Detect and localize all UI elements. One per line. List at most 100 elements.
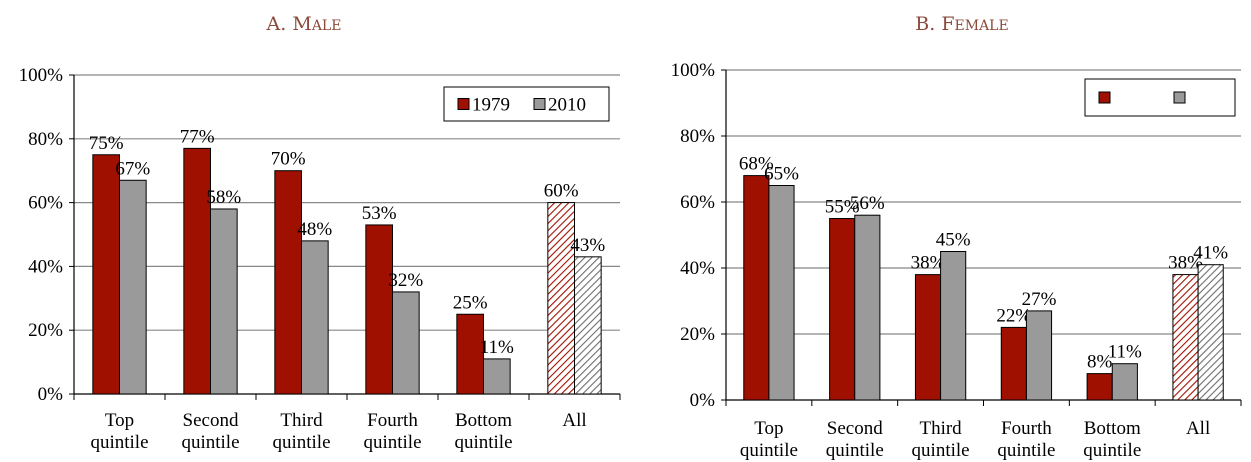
bar-1979 [547,202,575,395]
panel-female: B. FEMALE0%20%40%60%80%100%68%65%Topquin… [671,13,1242,461]
category-label: Third [919,418,962,439]
data-label: 27% [1022,289,1057,310]
category-label: Bottom [1084,418,1141,439]
bar-2010 [119,179,147,395]
data-label: 56% [850,193,885,214]
y-tick-label: 60% [680,192,715,213]
bar-1979 [1086,373,1113,401]
y-tick-label: 80% [28,129,63,150]
bar-2010 [392,291,420,395]
category-label: Top [105,410,134,431]
category-label: All [1186,418,1210,439]
bar-1979 [1000,326,1027,401]
bar-2010 [483,358,511,395]
legend-box [443,86,610,122]
data-label: 38% [1168,253,1203,274]
category-label: Third [280,410,323,431]
legend: 1979 2010 [443,86,610,122]
category-label: Fourth [367,410,418,431]
bar-2010 [1197,264,1224,401]
panel-title: B. FEMALE [915,13,1008,35]
category-label: Fourth [1001,418,1052,439]
data-label: 77% [180,126,215,147]
data-label: 11% [1108,342,1142,363]
data-label: 8% [1087,352,1113,373]
panel-title-rest: ALE [311,18,342,34]
category-label: quintile [90,432,148,453]
panel-male: A. MALE0%20%40%60%80%100%75%67%Topquinti… [19,13,621,453]
legend-label: 2010 [548,95,586,116]
bar-2010 [854,214,881,401]
panel-title-prefix: A. [266,13,293,35]
data-label: 75% [89,133,124,154]
bar-2010 [574,256,602,395]
legend-label: 1979 [472,95,510,116]
panel-title-initial: F [941,13,954,35]
data-label: 55% [825,197,860,218]
data-label: 70% [271,149,306,170]
bar-2010 [1111,363,1138,401]
data-label: 25% [453,292,488,313]
y-tick-label: 40% [680,258,715,279]
category-label: quintile [363,432,421,453]
bar-1979 [829,218,856,401]
bar-1979 [92,154,120,395]
category-label: quintile [272,432,330,453]
category-label: Second [827,418,883,439]
category-label: All [562,410,586,431]
panel-title-prefix: B. [915,13,941,35]
category-label: quintile [181,432,239,453]
y-tick-label: 60% [28,193,63,214]
data-label: 53% [362,203,397,224]
bar-2010 [301,240,329,395]
category-label: Bottom [455,410,512,431]
y-tick-label: 100% [19,65,64,86]
panel-title-initial: M [292,13,311,35]
legend-swatch-2010 [1173,91,1186,104]
data-label: 68% [739,154,774,175]
bar-2010 [1025,310,1053,401]
data-label: 58% [206,187,241,208]
category-label: quintile [740,440,798,461]
category-label: quintile [826,440,884,461]
legend [1084,78,1236,117]
data-label: 67% [115,158,150,179]
data-label: 43% [570,235,605,256]
legend-swatch-1979 [1098,91,1111,104]
category-label: quintile [1083,440,1141,461]
category-label: Top [754,418,783,439]
data-label: 65% [764,164,799,185]
panel-title: A. MALE [266,13,342,35]
y-tick-label: 20% [680,324,715,345]
legend-swatch-2010 [533,98,546,110]
bar-1979 [914,274,942,401]
data-label: 11% [480,337,514,358]
y-tick-label: 40% [28,256,63,277]
y-tick-label: 20% [28,320,63,341]
bar-2010 [940,251,967,401]
bar-1979 [456,313,485,395]
bar-2010 [210,208,238,395]
bar-1979 [743,175,770,401]
bar-1979 [365,224,394,395]
legend-swatch-1979 [457,98,470,110]
data-label: 32% [388,270,423,291]
bar-1979 [274,170,303,395]
data-label: 38% [911,253,946,274]
category-label: quintile [912,440,970,461]
bar-1979 [183,147,212,395]
data-label: 48% [297,219,332,240]
category-label: quintile [454,432,512,453]
category-label: Second [183,410,239,431]
y-tick-label: 100% [671,60,716,81]
y-tick-label: 0% [38,384,64,405]
bar-1979 [1172,274,1199,401]
data-label: 45% [936,230,971,251]
y-tick-label: 80% [680,126,715,147]
data-label: 60% [544,181,579,202]
category-label: quintile [997,440,1055,461]
data-label: 22% [996,305,1031,326]
y-tick-label: 0% [690,390,716,411]
panel-title-rest: EMALE [955,18,1009,34]
